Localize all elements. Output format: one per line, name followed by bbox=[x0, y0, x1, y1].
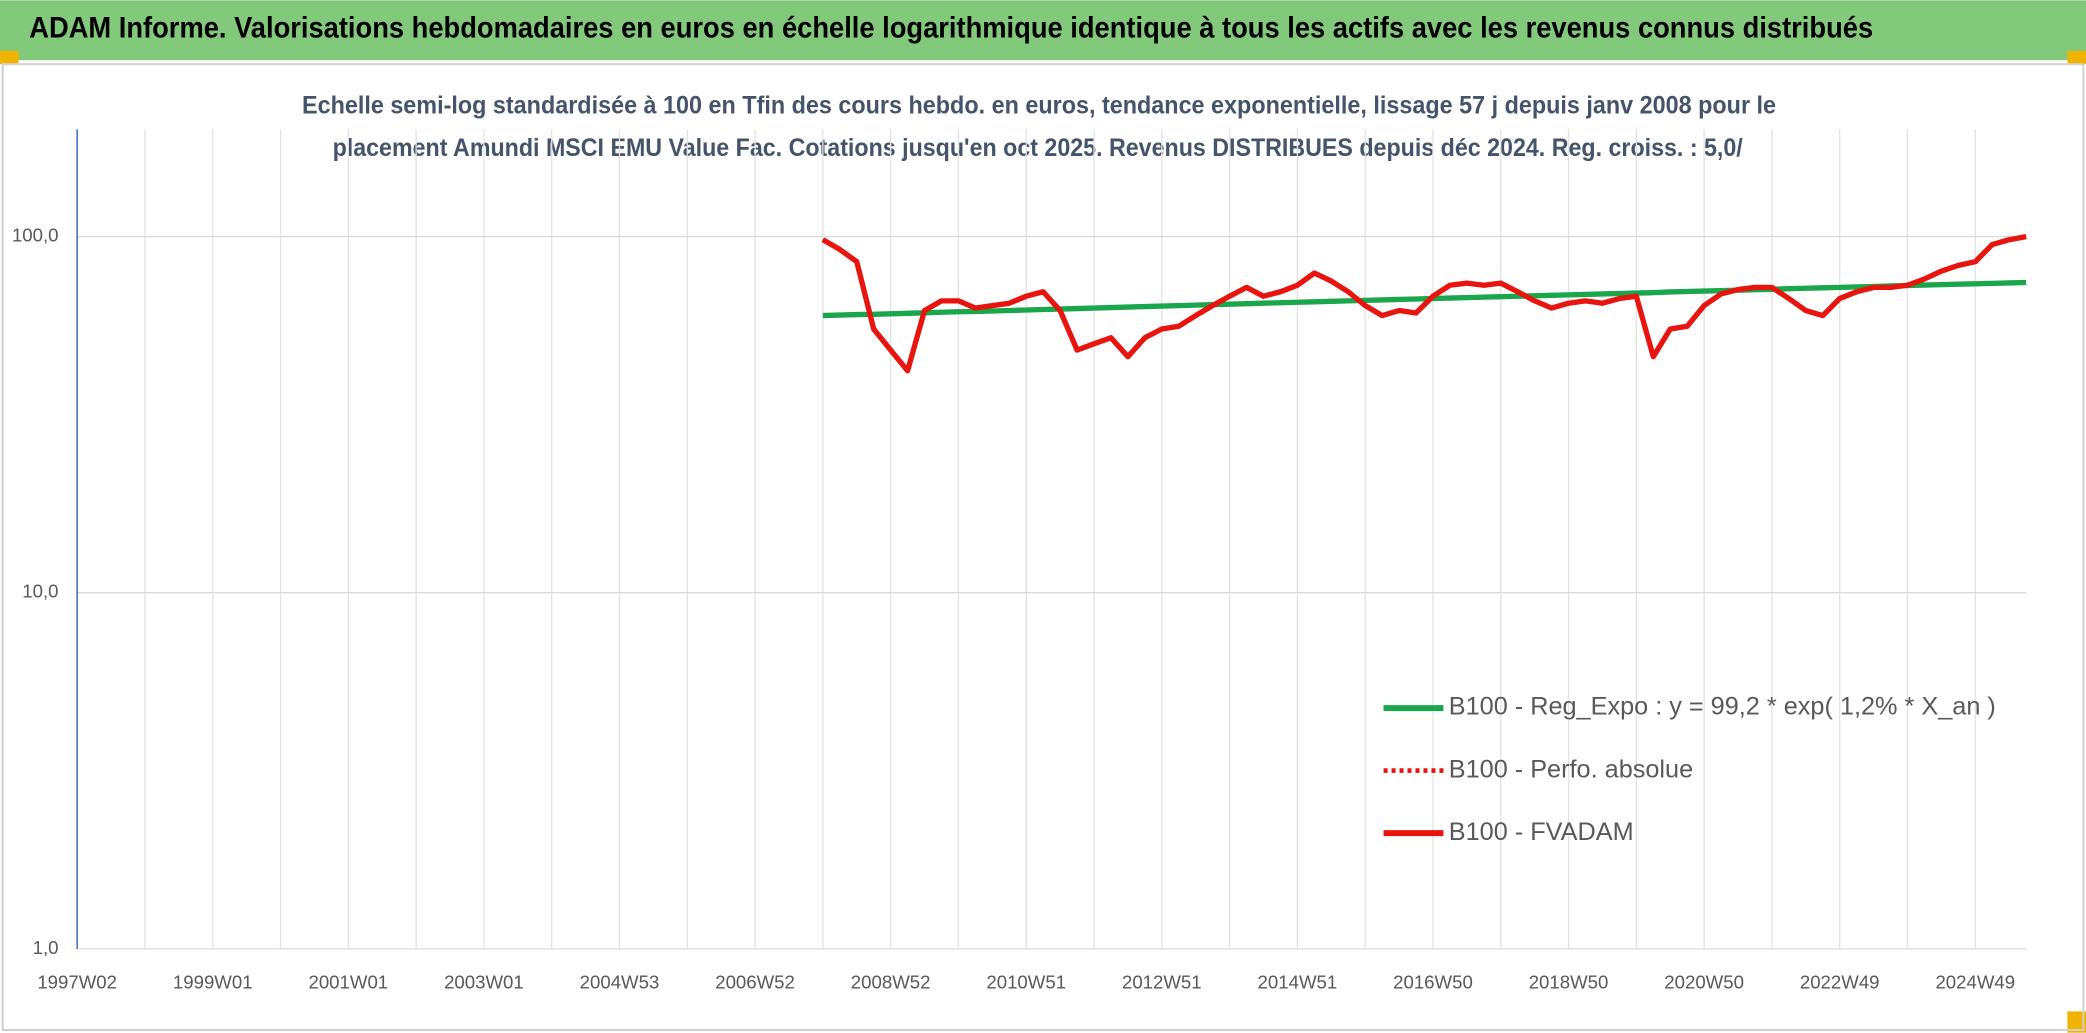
x-tick-label: 2020W50 bbox=[1664, 971, 1744, 992]
x-tick-label: 2004W53 bbox=[580, 971, 660, 992]
x-tick-label: 1999W01 bbox=[173, 971, 253, 992]
frame bbox=[1, 63, 2085, 1032]
chart-subtitle: Echelle semi-log standardisée à 100 en T… bbox=[302, 91, 1776, 119]
x-tick-label: 2016W50 bbox=[1393, 971, 1473, 992]
header-band bbox=[0, 0, 2086, 61]
x-tick-label: 1997W02 bbox=[37, 971, 117, 992]
x-tick-label: 2008W52 bbox=[851, 971, 931, 992]
x-tick-label: 2022W49 bbox=[1800, 971, 1880, 992]
x-tick-label: 2012W51 bbox=[1122, 971, 1202, 992]
series-line bbox=[821, 233, 2027, 374]
x-tick-label: 2018W50 bbox=[1529, 971, 1609, 992]
x-tick-label: 2010W51 bbox=[986, 971, 1066, 992]
corner-right bbox=[2067, 50, 2086, 65]
plot-area: 1997W02 1999W01 2001W01 2003W01 2004W53 2006W… bbox=[12, 129, 2027, 992]
legend-label: B100 - Perfo. absolue bbox=[1449, 755, 1693, 783]
x-tick-label: 2006W52 bbox=[715, 971, 795, 992]
y-tick-label: 1,0 bbox=[33, 937, 59, 958]
chart-title: ADAM Informe. Valorisations hebdomadaire… bbox=[29, 12, 1873, 44]
chart-subtitle: placement Amundi MSCI EMU Value Fac. Cot… bbox=[333, 134, 1743, 162]
x-tick-label: 2003W01 bbox=[444, 971, 524, 992]
series-line bbox=[822, 279, 2027, 319]
x-tick-label: 2024W49 bbox=[1935, 971, 2015, 992]
corner-bottom-right bbox=[2067, 1011, 2086, 1033]
x-tick-label: 2014W51 bbox=[1258, 971, 1338, 992]
y-tick-label: 10,0 bbox=[22, 581, 58, 602]
x-tick-label: 2001W01 bbox=[308, 971, 388, 992]
y-tick-label: 100,0 bbox=[12, 224, 59, 245]
legend-label: B100 - Reg_Expo : y = 99,2 * exp( 1,2% *… bbox=[1449, 693, 1996, 721]
legend-label: B100 - FVADAM bbox=[1449, 818, 1634, 846]
corner-left bbox=[0, 50, 19, 65]
